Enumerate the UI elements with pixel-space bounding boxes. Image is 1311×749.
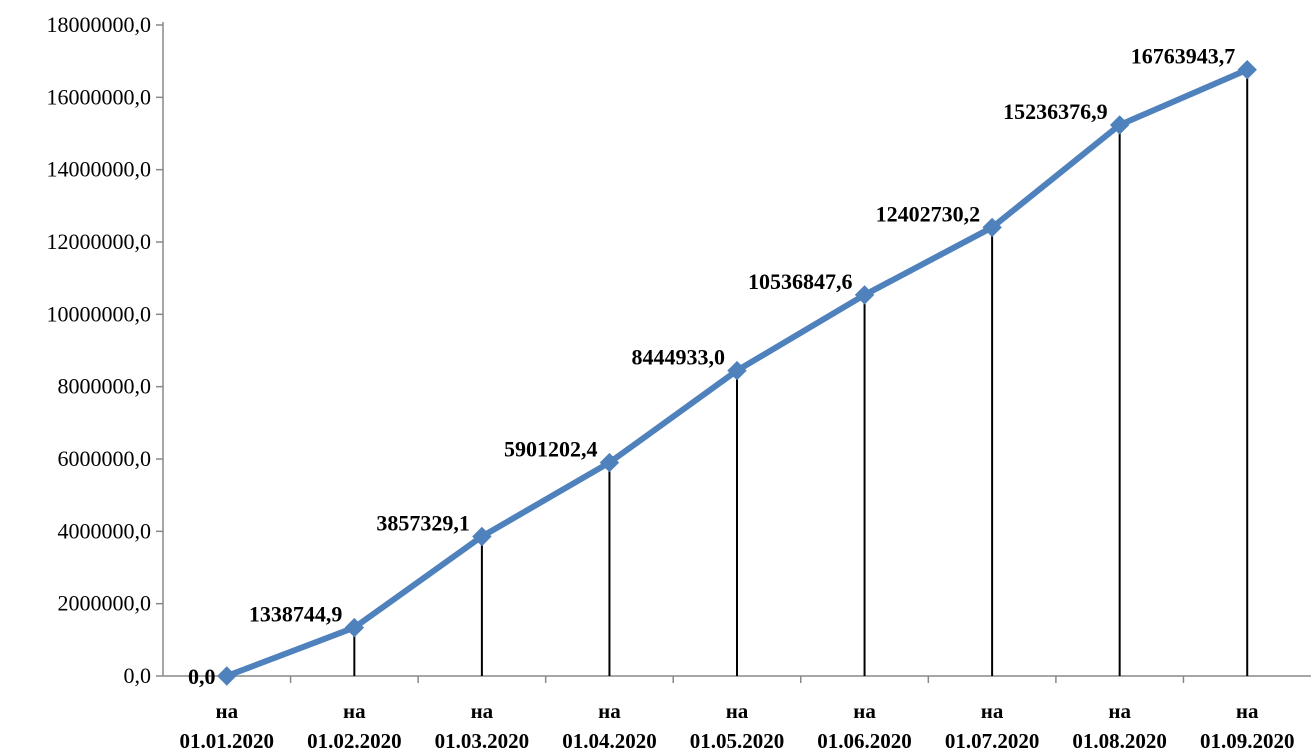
x-axis-tick-labels: на 01.01.2020 на 01.02.2020 на 01.03.2020 на 01… <box>180 699 1295 749</box>
y-tick-label: 14000000,0 <box>47 157 152 182</box>
data-point-marker <box>1109 115 1130 135</box>
x-tick-label: на <box>853 699 876 723</box>
data-point-marker <box>982 217 1002 238</box>
data-labels: 0,0 1338744,9 3857329,1 5901202,4 8444933,0 1… <box>188 44 1235 689</box>
data-point-marker <box>1237 59 1257 80</box>
data-point-marker <box>217 666 237 686</box>
x-tick-label: на <box>471 699 494 723</box>
x-tick-label: на <box>598 699 621 723</box>
y-tick-label: 16000000,0 <box>47 84 152 109</box>
data-label: 16763943,7 <box>1131 44 1236 69</box>
x-tick-label: 01.04.2020 <box>562 729 657 749</box>
drop-lines <box>353 69 1249 676</box>
data-label: 15236376,9 <box>1003 99 1108 124</box>
x-tick-label: на <box>1236 699 1259 723</box>
y-tick-label: 2000000,0 <box>58 591 152 616</box>
x-tick-label: 01.03.2020 <box>435 729 530 749</box>
data-markers <box>217 59 1257 686</box>
x-tick-label: 01.07.2020 <box>945 729 1040 749</box>
data-label: 10536847,6 <box>748 269 853 294</box>
data-point-marker <box>727 360 747 381</box>
x-tick-label: 01.08.2020 <box>1072 729 1167 749</box>
data-point-marker <box>472 526 492 547</box>
y-tick-label: 0,0 <box>124 663 152 688</box>
x-tick-label: 01.06.2020 <box>817 729 912 749</box>
x-tick-label: на <box>726 699 749 723</box>
data-label: 3857329,1 <box>376 510 470 535</box>
x-tick-label: 01.05.2020 <box>690 729 785 749</box>
x-tick-label: 01.09.2020 <box>1200 729 1295 749</box>
data-label: 0,0 <box>188 664 216 689</box>
data-label: 8444933,0 <box>632 345 726 370</box>
x-tick-label: на <box>215 699 238 723</box>
y-tick-label: 12000000,0 <box>47 229 152 254</box>
y-tick-label: 4000000,0 <box>58 518 152 543</box>
data-label: 5901202,4 <box>504 437 598 462</box>
x-tick-label: на <box>981 699 1004 723</box>
x-tick-label: на <box>1108 699 1131 723</box>
y-tick-label: 10000000,0 <box>47 301 152 326</box>
data-point-marker <box>599 452 620 473</box>
x-tick-label: 01.02.2020 <box>307 729 402 749</box>
y-tick-label: 6000000,0 <box>58 446 152 471</box>
data-point-marker <box>344 617 365 638</box>
x-tick-label: 01.01.2020 <box>180 729 275 749</box>
y-tick-label: 8000000,0 <box>58 374 152 399</box>
data-point-marker <box>854 285 875 305</box>
axes <box>156 22 1311 683</box>
y-axis-tick-labels: 0,0 2000000,0 4000000,0 6000000,0 8000000,0 1… <box>47 12 152 688</box>
y-tick-label: 18000000,0 <box>47 12 152 37</box>
x-tick-label: на <box>343 699 366 723</box>
data-label: 12402730,2 <box>876 201 981 226</box>
data-label: 1338744,9 <box>249 602 343 627</box>
